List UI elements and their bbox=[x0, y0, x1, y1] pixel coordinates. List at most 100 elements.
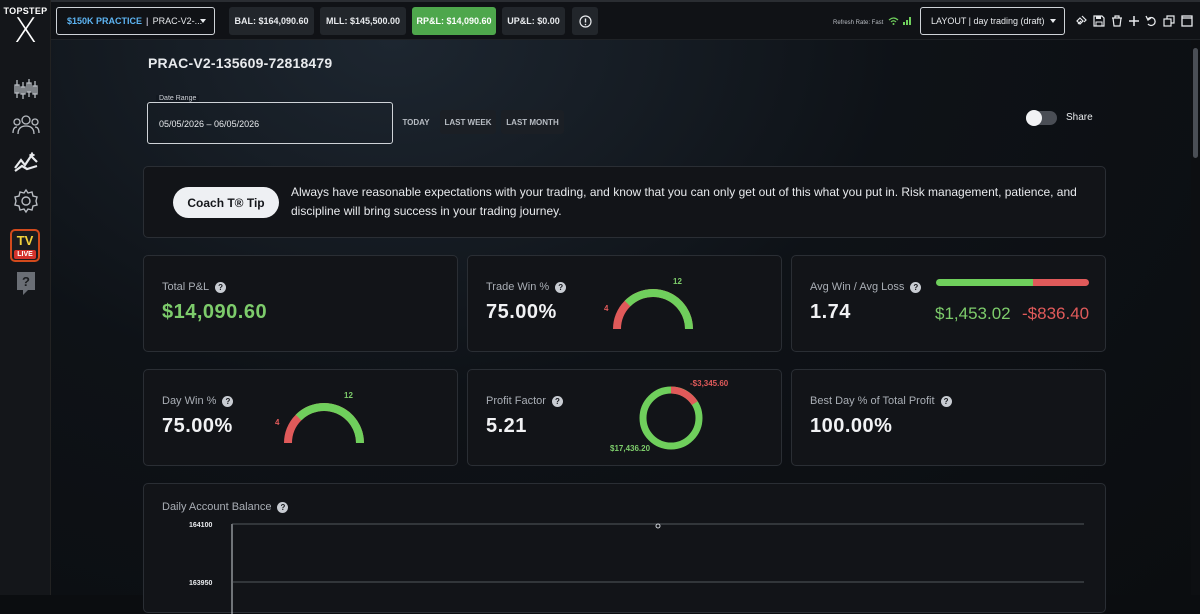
best-day-label: Best Day % of Total Profit bbox=[810, 395, 935, 407]
help-icon[interactable]: ? bbox=[277, 501, 289, 513]
top-toolbar: $150K PRACTICE | PRAC-V2-... BAL: $164,0… bbox=[51, 0, 1200, 40]
layout-label: LAYOUT | day trading (draft) bbox=[931, 16, 1045, 26]
avg-win-loss-label: Avg Win / Avg Loss bbox=[810, 281, 905, 293]
chevron-down-icon bbox=[200, 19, 206, 23]
balance-pill: BAL: $164,090.60 bbox=[229, 7, 314, 35]
help-icon[interactable]: ? bbox=[940, 395, 952, 407]
win-loss-bar bbox=[936, 279, 1089, 286]
gross-profit-value: $17,436.20 bbox=[610, 444, 651, 453]
info-button[interactable] bbox=[572, 7, 598, 35]
total-pnl-label: Total P&L bbox=[162, 281, 210, 293]
stat-label: Day Win %? bbox=[162, 395, 234, 407]
main-content: PRAC-V2-135609-72818479 Date Range 05/05… bbox=[51, 40, 1191, 614]
share-toggle[interactable] bbox=[1026, 110, 1057, 126]
settings-icon[interactable] bbox=[11, 186, 40, 215]
stat-label: Best Day % of Total Profit? bbox=[810, 395, 952, 407]
coach-tip-button[interactable]: Coach T® Tip bbox=[173, 187, 279, 218]
save-icon[interactable] bbox=[1093, 15, 1105, 27]
avg-win-loss-card: Avg Win / Avg Loss? 1.74 $1,453.02 -$836… bbox=[791, 255, 1106, 352]
help-icon[interactable]: ? bbox=[11, 268, 40, 297]
win-bar-segment bbox=[936, 279, 1034, 286]
scrollbar[interactable] bbox=[1191, 40, 1200, 595]
avg-win-loss-value: 1.74 bbox=[810, 301, 851, 323]
help-icon[interactable]: ? bbox=[910, 281, 922, 293]
trade-win-card: Trade Win %? 75.00% 4 12 bbox=[467, 255, 782, 352]
undo-icon[interactable] bbox=[1145, 15, 1157, 27]
date-range-label: Date Range bbox=[156, 95, 200, 102]
date-range-input[interactable]: Date Range 05/05/2026 – 06/05/2026 bbox=[147, 95, 393, 144]
stat-label: Trade Win %? bbox=[486, 281, 567, 293]
avg-loss-value: -$836.40 bbox=[1022, 304, 1090, 323]
gross-loss-arc bbox=[670, 386, 698, 406]
day-losses-count: 4 bbox=[275, 418, 280, 427]
last-week-button[interactable]: LAST WEEK bbox=[440, 110, 496, 134]
trade-win-gauge bbox=[613, 289, 693, 330]
svg-text:?: ? bbox=[22, 274, 30, 289]
stat-label: Total P&L? bbox=[162, 281, 227, 293]
trade-win-gauge-fill bbox=[624, 289, 693, 330]
y-tick-label: 164100 bbox=[189, 522, 213, 529]
help-icon[interactable]: ? bbox=[551, 395, 563, 407]
maximize-icon[interactable] bbox=[1181, 15, 1193, 27]
trade-losses-count: 4 bbox=[604, 304, 609, 313]
best-day-value: 100.00% bbox=[810, 415, 893, 437]
help-icon[interactable]: ? bbox=[215, 281, 227, 293]
topstep-logo[interactable]: TOPSTEP X bbox=[0, 6, 51, 51]
trash-icon[interactable] bbox=[1111, 15, 1123, 27]
refresh-rate-label: Refresh Rate: Fast bbox=[833, 17, 912, 26]
daily-balance-label: Daily Account Balance bbox=[162, 501, 272, 513]
date-range-value: 05/05/2026 – 06/05/2026 bbox=[159, 119, 260, 129]
daily-balance-card: Daily Account Balance? 164100 163950 bbox=[143, 483, 1106, 614]
help-icon[interactable]: ? bbox=[555, 281, 567, 293]
share-label: Share bbox=[1066, 112, 1093, 123]
day-win-value: 75.00% bbox=[162, 415, 233, 437]
profit-factor-value: 5.21 bbox=[486, 415, 527, 437]
coach-tip-card: Coach T® Tip Always have reasonable expe… bbox=[143, 166, 1106, 238]
live-badge: LIVE bbox=[14, 250, 36, 259]
scroll-thumb[interactable] bbox=[1193, 48, 1198, 158]
total-pnl-card: Total P&L? $14,090.60 bbox=[143, 255, 458, 352]
last-month-button[interactable]: LAST MONTH bbox=[501, 110, 564, 134]
sidebar: TOPSTEP X TV LIVE bbox=[0, 0, 51, 595]
profit-factor-card: Profit Factor? 5.21 -$3,345.60 $17,436.2… bbox=[467, 369, 782, 466]
logo-wordmark: TOPSTEP bbox=[3, 6, 48, 16]
page-title: PRAC-V2-135609-72818479 bbox=[148, 55, 333, 71]
info-icon bbox=[578, 14, 592, 28]
day-win-card: Day Win %? 75.00% 4 12 bbox=[143, 369, 458, 466]
stat-label: Profit Factor? bbox=[486, 395, 563, 407]
plus-icon[interactable] bbox=[1128, 15, 1140, 27]
account-select[interactable]: $150K PRACTICE | PRAC-V2-... bbox=[56, 7, 215, 35]
today-button[interactable]: TODAY bbox=[402, 117, 430, 127]
stat-label: Daily Account Balance? bbox=[162, 501, 289, 513]
day-wins-count: 12 bbox=[344, 391, 353, 400]
day-win-gauge-fill bbox=[295, 403, 364, 444]
chevron-down-icon bbox=[1050, 19, 1056, 23]
trading-chart-icon[interactable] bbox=[11, 74, 40, 103]
account-name: PRAC-V2-... bbox=[152, 16, 203, 26]
stat-label: Avg Win / Avg Loss? bbox=[810, 281, 922, 293]
gross-loss-value: -$3,345.60 bbox=[690, 379, 729, 388]
layout-select[interactable]: LAYOUT | day trading (draft) bbox=[920, 7, 1065, 35]
trade-win-value: 75.00% bbox=[486, 301, 557, 323]
tv-live-icon[interactable]: TV LIVE bbox=[10, 229, 40, 262]
logo-x: X bbox=[13, 11, 38, 51]
account-tag: $150K PRACTICE bbox=[67, 16, 143, 26]
profit-factor-donut bbox=[639, 386, 703, 450]
day-win-label: Day Win % bbox=[162, 395, 217, 407]
best-day-card: Best Day % of Total Profit? 100.00% bbox=[791, 369, 1106, 466]
signal-bars-icon bbox=[902, 17, 911, 25]
profit-factor-label: Profit Factor bbox=[486, 395, 546, 407]
help-icon[interactable]: ? bbox=[222, 395, 234, 407]
refresh-rate-text: Refresh Rate: Fast bbox=[833, 20, 884, 26]
mll-pill: MLL: $145,500.00 bbox=[320, 7, 406, 35]
loss-bar-segment bbox=[1033, 279, 1089, 286]
windows-icon[interactable] bbox=[1163, 15, 1175, 27]
account-separator: | bbox=[146, 16, 149, 26]
total-pnl-value: $14,090.60 bbox=[162, 301, 268, 323]
wifi-icon bbox=[888, 17, 899, 25]
link-icon[interactable] bbox=[1076, 15, 1088, 27]
users-icon[interactable] bbox=[11, 110, 40, 139]
day-win-gauge bbox=[284, 403, 364, 444]
balance-point bbox=[655, 523, 661, 529]
performance-icon[interactable] bbox=[11, 146, 40, 175]
